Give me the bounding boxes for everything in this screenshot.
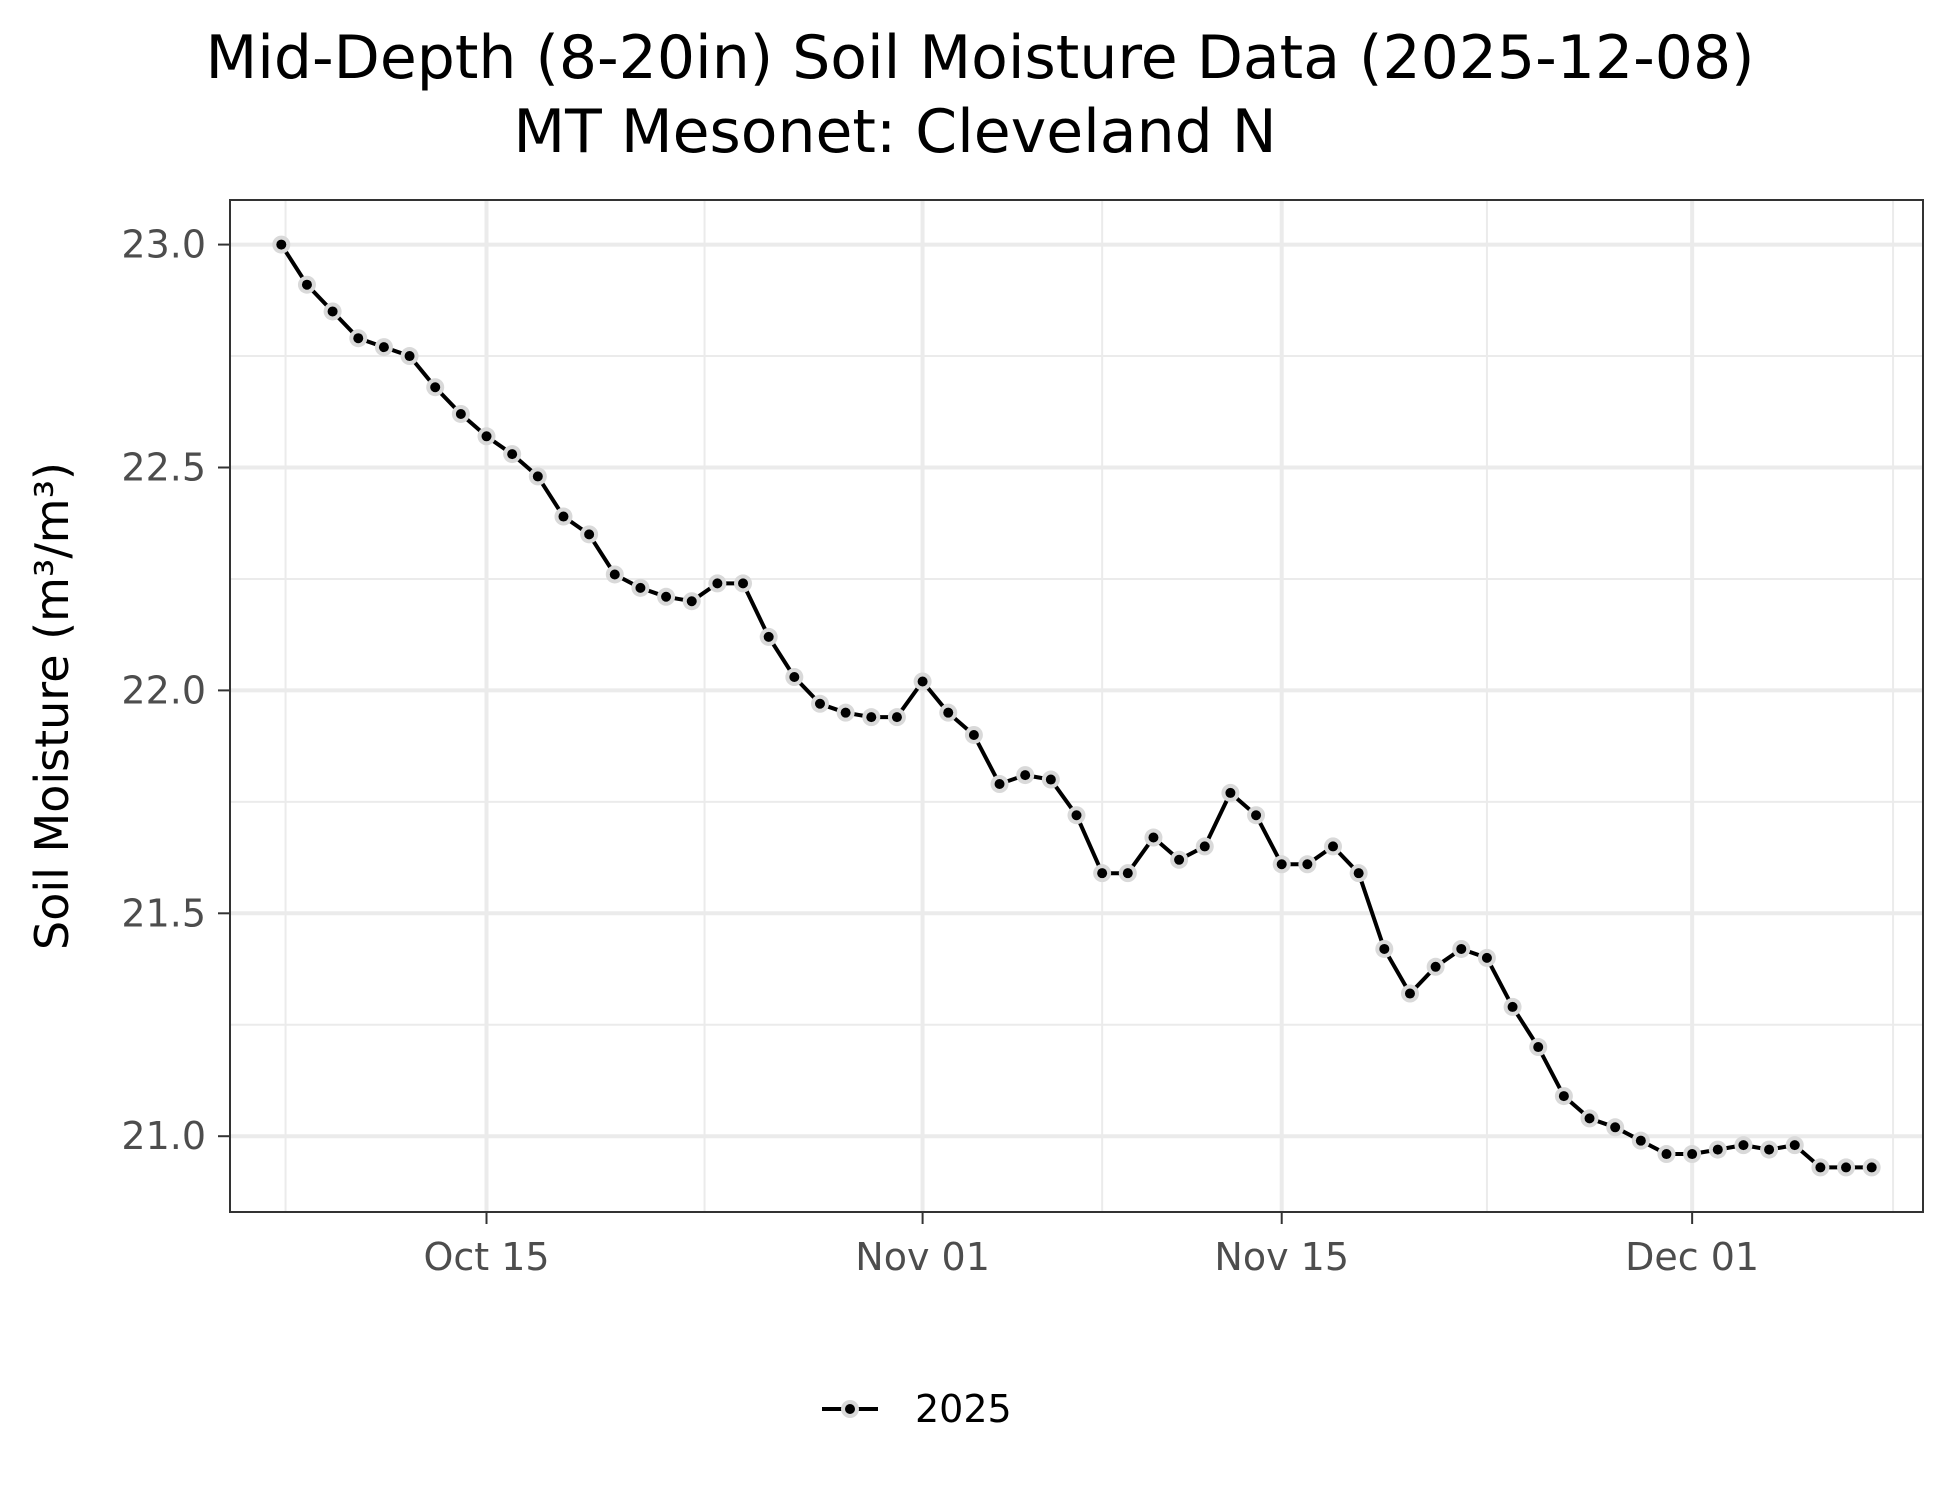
data-point [1020, 770, 1031, 781]
data-point [1199, 841, 1210, 852]
data-point [1661, 1149, 1672, 1160]
data-point [609, 569, 620, 580]
data-point [584, 529, 595, 540]
data-point [1789, 1140, 1800, 1151]
data-point [661, 591, 672, 602]
legend-marker [845, 1404, 855, 1414]
data-point [1097, 868, 1108, 879]
data-point [353, 333, 364, 344]
data-point [276, 239, 287, 250]
data-point [1379, 943, 1390, 954]
data-point [635, 582, 646, 593]
data-point [1764, 1144, 1775, 1155]
data-point [1533, 1042, 1544, 1053]
data-point [1148, 832, 1159, 843]
x-tick-label: Nov 01 [855, 1235, 990, 1279]
data-point [840, 707, 851, 718]
data-point [968, 729, 979, 740]
data-point [1456, 943, 1467, 954]
legend: 2025 [822, 1387, 1012, 1431]
data-point [455, 408, 466, 419]
data-point [789, 672, 800, 683]
y-tick-label: 21.0 [121, 1114, 206, 1158]
data-point [1174, 854, 1185, 865]
data-point [1302, 859, 1313, 870]
data-point [1481, 952, 1492, 963]
data-point [1815, 1162, 1826, 1173]
data-point [1841, 1162, 1852, 1173]
plot-panel-border [229, 199, 1924, 1213]
chart-subtitle: MT Mesonet: Cleveland N [513, 97, 1276, 167]
data-point [686, 596, 697, 607]
data-point [558, 511, 569, 522]
data-point [1866, 1162, 1877, 1173]
data-point [917, 676, 928, 687]
data-point [1635, 1135, 1646, 1146]
data-point [712, 578, 723, 589]
data-point [763, 631, 774, 642]
data-point [327, 306, 338, 317]
data-point [1687, 1149, 1698, 1160]
x-tick-label: Nov 15 [1214, 1235, 1349, 1279]
data-point [891, 712, 902, 723]
x-tick-label: Oct 15 [423, 1235, 549, 1279]
data-point [1712, 1144, 1723, 1155]
data-point [532, 471, 543, 482]
grid [230, 200, 1923, 1212]
chart-title: Mid-Depth (8-20in) Soil Moisture Data (2… [205, 23, 1754, 93]
data-point [430, 382, 441, 393]
data-point [507, 449, 518, 460]
legend-label-2025: 2025 [915, 1387, 1012, 1431]
data-point [1584, 1113, 1595, 1124]
data-point [1738, 1140, 1749, 1151]
y-axis-title: Soil Moisture (m³/m³) [25, 462, 79, 950]
data-point [1558, 1091, 1569, 1102]
data-point [943, 707, 954, 718]
data-point [1045, 774, 1056, 785]
data-point [481, 431, 492, 442]
data-point [301, 279, 312, 290]
data-point [404, 351, 415, 362]
data-point [1430, 961, 1441, 972]
data-point [1328, 841, 1339, 852]
data-point [866, 712, 877, 723]
data-point [994, 779, 1005, 790]
y-tick-label: 22.0 [121, 668, 206, 712]
data-point [1251, 810, 1262, 821]
data-point [1122, 868, 1133, 879]
data-point [378, 342, 389, 353]
y-tick-label: 23.0 [121, 223, 206, 267]
data-point [1225, 787, 1236, 798]
data-point [1404, 988, 1415, 999]
data-point [1507, 1001, 1518, 1012]
data-point [738, 578, 749, 589]
x-tick-label: Dec 01 [1625, 1235, 1759, 1279]
data-point [1276, 859, 1287, 870]
data-series-2025 [272, 235, 1881, 1177]
data-point [814, 698, 825, 709]
data-point [1071, 810, 1082, 821]
data-point [1353, 868, 1364, 879]
data-point [1610, 1122, 1621, 1133]
series-line-2025 [279, 243, 1872, 1170]
y-tick-label: 22.5 [121, 445, 206, 489]
axes: 21.0 21.5 22.0 22.5 23.0 Oct 15 Nov 01 Nov 15 De… [121, 223, 1759, 1279]
y-tick-label: 21.5 [121, 891, 206, 935]
